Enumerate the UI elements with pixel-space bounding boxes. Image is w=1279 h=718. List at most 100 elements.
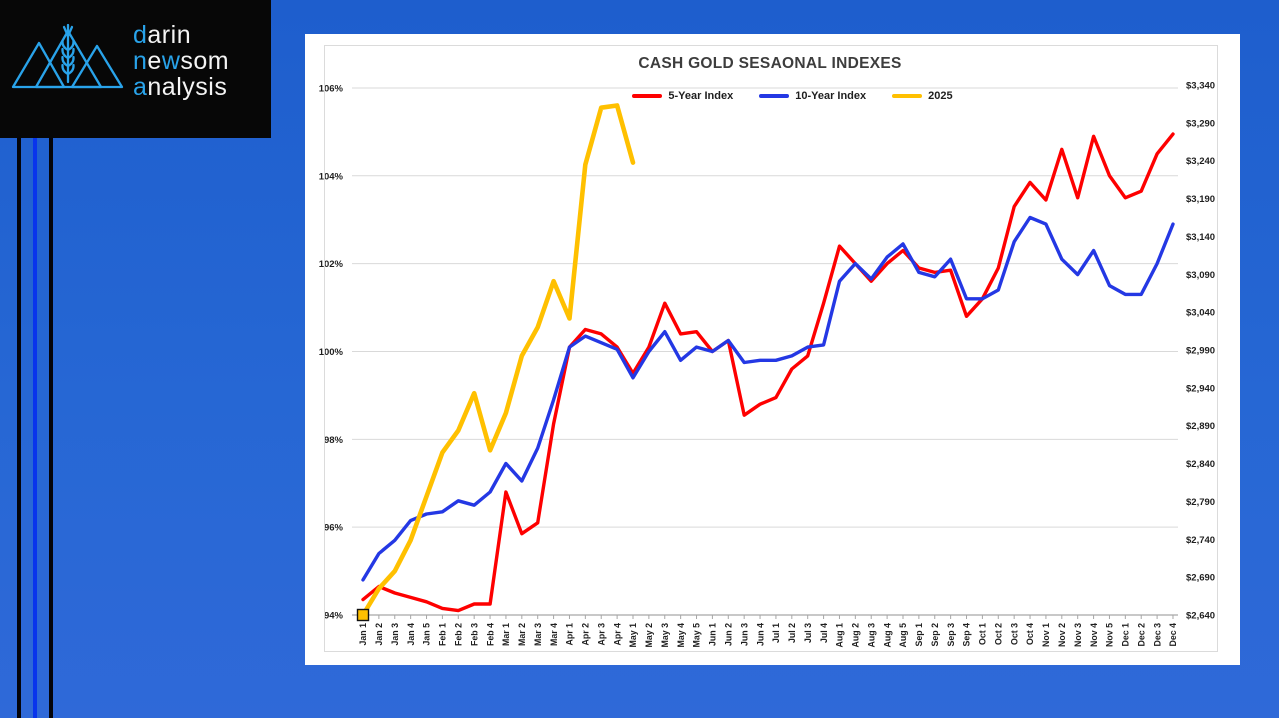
x-axis-tick-label: Aug 1 (835, 623, 845, 648)
y2-axis-tick-label: $2,740 (1186, 535, 1215, 546)
x-axis-tick-label: Jun 2 (724, 623, 734, 646)
x-axis-tick-label: May 1 (628, 623, 638, 648)
x-axis-tick-label: Jul 1 (771, 623, 781, 643)
x-axis-tick-label: Apr 4 (612, 623, 622, 646)
x-axis-tick-label: Jan 2 (374, 623, 384, 646)
x-axis-tick-label: May 2 (644, 623, 654, 648)
y2-axis-tick-label: $3,140 (1186, 232, 1215, 243)
x-axis-tick-label: Mar 4 (549, 623, 559, 646)
wordmark-line-newsom: newsom (133, 48, 229, 74)
y-axis-tick-label: 102% (319, 259, 344, 270)
x-axis-tick-label: Jun 3 (739, 623, 749, 646)
series-line-5-year-index (361, 132, 1175, 613)
stripe-blue (33, 138, 37, 718)
wordmark-line-darin: darin (133, 22, 229, 48)
y2-axis-tick-label: $2,890 (1186, 421, 1215, 432)
x-axis-tick-label: Oct 1 (978, 623, 988, 645)
x-axis-tick-label: Jan 1 (358, 623, 368, 646)
y-axis-tick-label: 106% (319, 83, 344, 94)
y-axis-tick-label: 94% (324, 611, 344, 622)
x-axis-tick-label: Oct 4 (1025, 623, 1035, 645)
wordmark-text: d (133, 21, 148, 49)
x-axis-tick-label: Aug 5 (898, 623, 908, 648)
x-axis-tick-label: May 4 (676, 623, 686, 648)
x-axis-tick-label: Jun 4 (755, 623, 765, 646)
x-axis-tick-label: Aug 2 (851, 623, 861, 648)
x-axis-tick-label: Apr 3 (596, 623, 606, 646)
y2-axis-tick-label: $2,990 (1186, 346, 1215, 357)
chart-plot: 94% 96% 98% 100% 102% 104% 106% $2,640 $2,690 $2,… (319, 81, 1215, 648)
x-axis-tick-label: Mar 3 (533, 623, 543, 646)
x-axis-tick-label: Feb 2 (454, 623, 464, 646)
legend-item-5-year-index: 5-Year Index (632, 90, 733, 102)
y2-axis-tick-label: $2,790 (1186, 497, 1215, 508)
y2-axis-tick-label: $3,090 (1186, 270, 1215, 281)
y-axis-tick-label: 96% (324, 523, 344, 534)
y-axis-tick-label: 98% (324, 435, 344, 446)
wordmark-text: arin (147, 21, 192, 49)
stripe-black-right (49, 138, 53, 718)
y2-axis-tick-label: $3,240 (1186, 156, 1215, 167)
y2-axis-tick-label: $2,690 (1186, 573, 1215, 584)
y2-axis-tick-label: $3,190 (1186, 194, 1215, 205)
y2-axis-tick-label: $2,640 (1186, 611, 1215, 622)
x-axis-tick-label: Dec 4 (1168, 623, 1178, 647)
wordmark-text: w (161, 47, 181, 75)
x-axis-tick-label: Nov 3 (1073, 623, 1083, 647)
x-axis-tick-label: Sep 3 (946, 623, 956, 647)
x-axis-tick-label: Dec 1 (1121, 623, 1131, 647)
x-axis-tick-label: Nov 5 (1105, 623, 1115, 647)
x-axis-tick-label: Oct 2 (994, 623, 1004, 645)
x-axis-tick-label: Aug 3 (866, 623, 876, 648)
series-line-10-year-index (361, 215, 1175, 582)
y2-axis-tick-label: $3,340 (1186, 81, 1215, 92)
x-axis-tick-label: Mar 1 (501, 623, 511, 646)
x-axis-tick-label: Apr 2 (581, 623, 591, 646)
stripe-black-left (17, 138, 21, 718)
series-line-2025 (360, 103, 636, 618)
chart-card: 94% 96% 98% 100% 102% 104% 106% $2,640 $2,690 $2,… (305, 34, 1240, 665)
x-axis-tick-label: Apr 1 (565, 623, 575, 646)
logo-box: darin newsom analysis (0, 0, 271, 138)
mountains-wheat-icon (11, 23, 124, 89)
x-axis-tick-label: Jul 4 (819, 623, 829, 643)
y2-axis-tick-label: $2,840 (1186, 459, 1215, 470)
marker-2025-start (356, 608, 370, 622)
x-axis-tick-label: Nov 2 (1057, 623, 1067, 647)
legend-item-10-year-index: 10-Year Index (759, 90, 866, 102)
x-axis-tick-label: Feb 4 (485, 623, 495, 646)
legend-swatch-red (632, 93, 663, 99)
legend-label: 5-Year Index (668, 90, 734, 102)
x-axis-tick-label: Nov 1 (1041, 623, 1051, 647)
wordmark-line-analysis: analysis (133, 74, 229, 100)
y2-axis-tick-label: $3,040 (1186, 308, 1215, 319)
x-axis-tick-label: May 3 (660, 623, 670, 648)
wordmark-text: som (180, 47, 230, 75)
wordmark-text: a (133, 73, 148, 101)
wordmark-text: n (133, 47, 148, 75)
x-axis-tick-label: Sep 1 (914, 623, 924, 647)
x-axis-tick-label: Mar 2 (517, 623, 527, 646)
y-axis-tick-label: 100% (319, 347, 344, 358)
x-axis-tick-label: May 5 (692, 623, 702, 648)
x-axis-tick-label: Jul 2 (787, 623, 797, 643)
x-axis-tick-label: Dec 2 (1136, 623, 1146, 647)
x-axis-tick-label: Jan 3 (390, 623, 400, 646)
x-axis-tick-label: Sep 2 (930, 623, 940, 647)
chart-title: CASH GOLD SESAONAL INDEXES (638, 55, 902, 72)
x-axis-tick-label: Feb 3 (469, 623, 479, 646)
legend-swatch-blue (759, 93, 790, 99)
x-axis-tick-label: Jan 4 (406, 623, 416, 646)
chart-legend: 5-Year Index 10-Year Index 2025 (352, 90, 1178, 102)
legend-swatch-gold (892, 93, 923, 99)
legend-item-2025: 2025 (892, 90, 953, 102)
y-axis-tick-label: 104% (319, 171, 344, 182)
x-axis-tick-label: Dec 3 (1152, 623, 1162, 647)
wordmark-text: nalysis (147, 73, 228, 101)
y2-axis-tick-label: $3,290 (1186, 118, 1215, 129)
x-axis-tick-label: Nov 4 (1089, 623, 1099, 647)
chart-object-border (324, 45, 1218, 652)
x-axis-tick-label: Jul 3 (803, 623, 813, 643)
legend-label: 2025 (928, 90, 953, 102)
